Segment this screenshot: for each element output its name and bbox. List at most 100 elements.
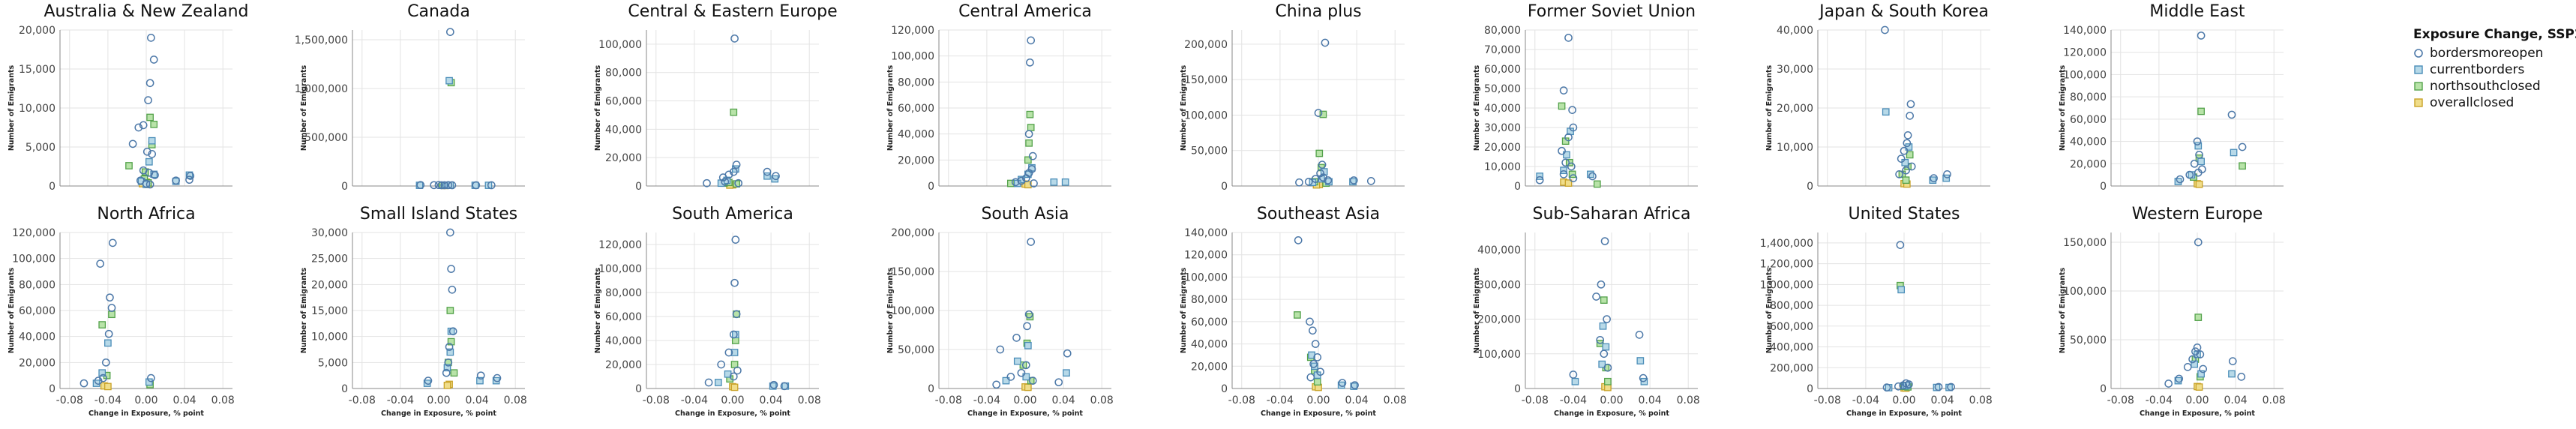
y-tick-label: 30,000 (1484, 122, 1521, 134)
point-bordersmoreopen (487, 181, 496, 190)
point-bordersmoreopen (732, 160, 741, 169)
x-tick-label: 0.00 (2185, 394, 2209, 406)
point-bordersmoreopen (1603, 315, 1611, 323)
point-bordersmoreopen (1588, 172, 1597, 181)
point-bordersmoreopen (79, 379, 88, 388)
point-bordersmoreopen (2237, 373, 2246, 381)
point-northsouthclosed (98, 321, 106, 328)
point-currentborders (1349, 178, 1357, 186)
y-tick-label: 800,000 (1770, 300, 1813, 312)
y-tick-label: 0 (1221, 383, 1228, 395)
x-tick-label: 0.08 (1090, 394, 1114, 406)
x-tick-label: 0.00 (1306, 394, 1330, 406)
legend-label: bordersmoreopen (2430, 46, 2544, 61)
point-northsouthclosed (1026, 110, 1034, 118)
legend-symbol-square (2414, 65, 2423, 74)
y-axis-label: Number of Emigrants (1473, 268, 1481, 354)
point-bordersmoreopen (442, 368, 451, 377)
point-bordersmoreopen (2238, 142, 2247, 152)
point-bordersmoreopen (1027, 36, 1036, 45)
point-currentborders (1882, 108, 1890, 116)
y-tick-label: 150,000 (2063, 237, 2107, 249)
point-bordersmoreopen (1930, 174, 1938, 182)
y-tick-label: 5,000 (318, 357, 348, 369)
x-tick-label: 0.08 (1677, 394, 1700, 406)
point-northsouthclosed (1024, 156, 1032, 164)
point-currentborders (443, 364, 451, 372)
point-bordersmoreopen (1596, 335, 1605, 344)
point-bordersmoreopen (424, 376, 433, 385)
y-tick-label: 1,000,000 (1760, 279, 1813, 291)
point-currentborders (1063, 369, 1070, 377)
y-tick-label: 80,000 (605, 68, 642, 80)
point-bordersmoreopen (445, 228, 454, 237)
x-tick-label: -0.08 (56, 394, 83, 406)
point-bordersmoreopen (1011, 178, 1020, 187)
y-tick-label: 10,000 (1777, 142, 1813, 154)
point-bordersmoreopen (1947, 382, 1955, 392)
y-tick-label: 0 (928, 383, 934, 395)
point-currentborders (446, 348, 454, 356)
y-tick-label: 0 (341, 181, 348, 193)
y-tick-label: 25,000 (311, 254, 348, 266)
point-bordersmoreopen (2188, 355, 2197, 364)
y-tick-label: 0 (635, 181, 642, 193)
x-tick-label: -0.04 (387, 394, 414, 406)
point-bordersmoreopen (780, 382, 789, 391)
point-bordersmoreopen (430, 181, 438, 190)
y-tick-label: 100,000 (598, 263, 642, 275)
point-bordersmoreopen (1900, 146, 1909, 155)
point-bordersmoreopen (448, 327, 457, 336)
y-tick-label: 20,000 (605, 359, 642, 371)
x-axis-label: Change in Exposure, % point (1261, 410, 1376, 418)
point-bordersmoreopen (2228, 357, 2237, 365)
point-currentborders (484, 182, 493, 189)
x-tick-label: 0.00 (427, 394, 450, 406)
point-bordersmoreopen (1903, 139, 1912, 148)
y-tick-label: 200,000 (1477, 314, 1521, 326)
point-bordersmoreopen (139, 121, 148, 130)
point-bordersmoreopen (992, 380, 1001, 389)
x-tick-label: 0.08 (1384, 394, 1407, 406)
point-bordersmoreopen (1559, 170, 1568, 178)
y-tick-label: 150,000 (1184, 74, 1228, 86)
x-tick-label: -0.04 (973, 394, 1000, 406)
x-tick-label: 0.00 (1013, 394, 1036, 406)
point-currentborders (150, 170, 158, 178)
y-tick-label: 0 (1807, 383, 1813, 395)
point-bordersmoreopen (1600, 237, 1609, 245)
point-northsouthclosed (1906, 151, 1914, 159)
point-overallclosed (730, 383, 739, 392)
y-tick-label: 400,000 (1477, 244, 1521, 256)
x-tick-label: 0.04 (1052, 394, 1075, 406)
y-tick-label: 140,000 (2063, 25, 2107, 37)
y-tick-label: 1,200,000 (1760, 259, 1813, 271)
point-currentborders (2197, 370, 2205, 378)
point-bordersmoreopen (1006, 373, 1015, 381)
point-bordersmoreopen (1896, 241, 1905, 249)
x-tick-label: -0.08 (1814, 394, 1841, 406)
point-currentborders (2174, 178, 2182, 185)
point-northsouthclosed (1315, 149, 1324, 158)
x-tick-label: -0.04 (2146, 394, 2173, 406)
y-tick-label: 0 (928, 181, 934, 193)
y-tick-label: 60,000 (605, 311, 642, 323)
point-bordersmoreopen (476, 371, 485, 380)
point-currentborders (1571, 377, 1579, 386)
point-bordersmoreopen (145, 180, 154, 189)
y-tick-label: 20,000 (2070, 158, 2107, 170)
x-axis-label: Change in Exposure, % point (967, 410, 1083, 418)
y-tick-label: 40,000 (1191, 339, 1228, 351)
point-bordersmoreopen (1907, 162, 1916, 171)
y-tick-label: 0 (1514, 181, 1521, 193)
point-bordersmoreopen (729, 372, 738, 381)
legend-symbol-square (2414, 82, 2423, 91)
point-currentborders (2228, 370, 2236, 378)
point-bordersmoreopen (769, 380, 778, 389)
y-tick-label: 50,000 (1484, 83, 1521, 95)
point-northsouthclosed (730, 361, 739, 368)
x-tick-label: -0.08 (2107, 394, 2134, 406)
panel-title: Japan & South Korea (1818, 2, 1989, 21)
point-currentborders (1024, 341, 1032, 350)
